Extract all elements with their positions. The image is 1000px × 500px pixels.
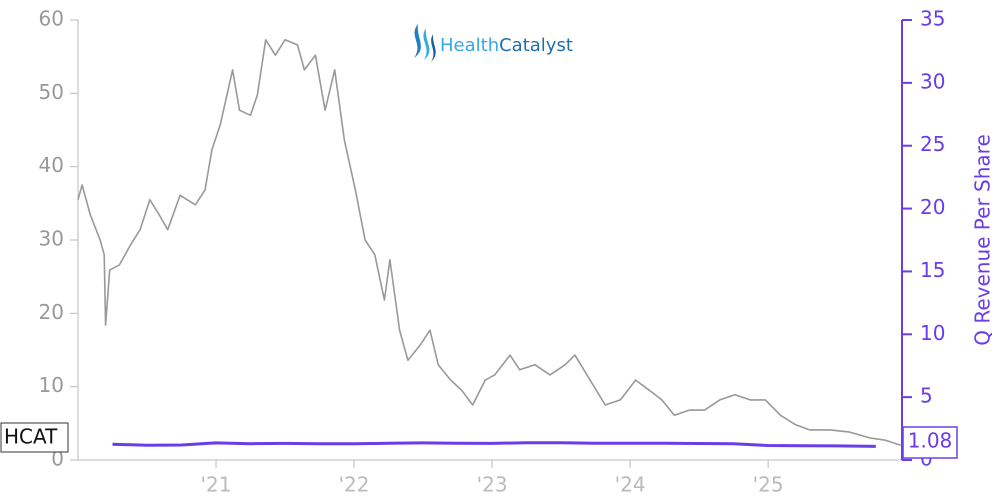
y-tick-label: 50 <box>39 80 64 104</box>
y2-tick-label: 25 <box>920 132 945 156</box>
series-line <box>77 39 901 447</box>
y2-tick-label: 35 <box>920 7 945 31</box>
y2-tick-label: 30 <box>920 69 945 93</box>
x-tick-label: '23 <box>477 473 508 497</box>
x-tick-label: '25 <box>753 473 784 497</box>
x-tick-label: '24 <box>615 473 646 497</box>
y-tick-label: 60 <box>39 7 64 31</box>
y2-axis-label: Q Revenue Per Share <box>971 134 995 346</box>
y-tick-label: 20 <box>39 300 64 324</box>
y2-tick-label: 20 <box>920 195 945 219</box>
y2-tick-label: 10 <box>920 321 945 345</box>
y-tick-label: 30 <box>39 227 64 251</box>
logo: HealthCatalyst <box>414 24 573 62</box>
legend-box <box>0 422 69 453</box>
logo-icon <box>414 24 421 58</box>
value-label: 1.08 <box>908 429 953 453</box>
legend-label: HCAT <box>4 425 58 449</box>
y2-tick-label: 15 <box>920 258 945 282</box>
logo-icon <box>423 28 430 60</box>
y-tick-label: 40 <box>39 153 64 177</box>
x-tick-label: '22 <box>339 473 370 497</box>
logo-word: Health <box>440 35 499 56</box>
logo-word: Catalyst <box>499 35 573 56</box>
y-tick-label: 10 <box>39 373 64 397</box>
y2-tick-label: 5 <box>920 384 933 408</box>
logo-icon <box>431 34 436 62</box>
logo-text: HealthCatalyst <box>440 35 573 56</box>
x-tick-label: '21 <box>201 473 232 497</box>
series-line <box>112 441 876 448</box>
value-label-box <box>902 426 958 459</box>
